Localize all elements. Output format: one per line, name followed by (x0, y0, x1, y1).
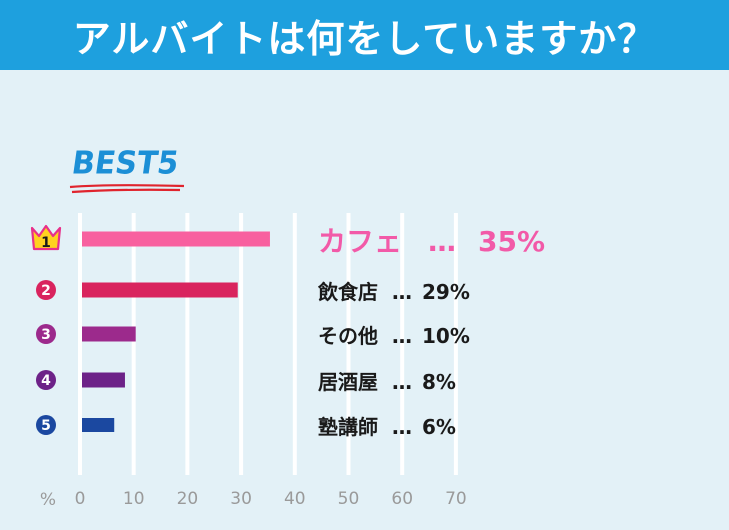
value-label: 6% (422, 415, 456, 439)
rank-circle (36, 370, 56, 390)
separator: … (392, 415, 412, 439)
separator: … (392, 324, 412, 348)
rank-badge-5: 5 (36, 415, 56, 435)
category-name: カフェ (318, 225, 403, 258)
category-label-4: 居酒屋 … 8% (318, 366, 456, 395)
value-label: 10% (422, 324, 470, 348)
category-name: 居酒屋 (318, 370, 378, 394)
separator: … (392, 370, 412, 394)
bar-3 (82, 326, 136, 342)
bar-1 (82, 231, 270, 247)
rank-badge-2: 2 (36, 280, 56, 300)
x-tick-label: 50 (338, 489, 360, 509)
category-label-5: 塾講師 … 6% (318, 411, 456, 440)
bar-2 (82, 282, 238, 298)
category-label-3: その他 … 10% (318, 320, 470, 349)
rank-number: 4 (41, 373, 51, 389)
rank-circle (36, 280, 56, 300)
rank-number: 3 (41, 327, 51, 343)
value-label: 29% (422, 280, 470, 304)
x-tick-label: 70 (445, 489, 467, 509)
bar-4 (82, 372, 125, 388)
rank-circle (36, 324, 56, 344)
x-tick-label: 60 (391, 489, 413, 509)
rank-number: 2 (41, 283, 51, 299)
x-tick-label: 40 (284, 489, 306, 509)
crown-icon (30, 224, 62, 251)
value-label: 35% (478, 225, 546, 258)
rank-badge-3: 3 (36, 324, 56, 344)
category-name: 飲食店 (318, 280, 378, 304)
x-axis-label: % (40, 490, 56, 510)
separator: … (392, 280, 412, 304)
bar-5 (82, 418, 115, 432)
value-label: 8% (422, 370, 456, 394)
category-label-2: 飲食店 … 29% (318, 276, 470, 305)
rank-number: 1 (41, 235, 51, 251)
x-tick-label: 0 (75, 489, 86, 509)
x-tick-label: 30 (230, 489, 252, 509)
category-label-1: カフェ … 35% (318, 220, 545, 260)
rank-number: 5 (41, 418, 51, 434)
category-name: その他 (318, 324, 378, 348)
best5-underline (69, 184, 185, 194)
x-tick-label: 10 (123, 489, 145, 509)
rank-badge-1: 1 (30, 224, 62, 251)
separator: … (428, 225, 457, 258)
rank-circle (36, 415, 56, 435)
x-tick-label: 20 (177, 489, 199, 509)
page-title: アルバイトは何をしていますか？ (0, 0, 729, 70)
category-name: 塾講師 (318, 415, 378, 439)
rank-badge-4: 4 (36, 370, 56, 390)
